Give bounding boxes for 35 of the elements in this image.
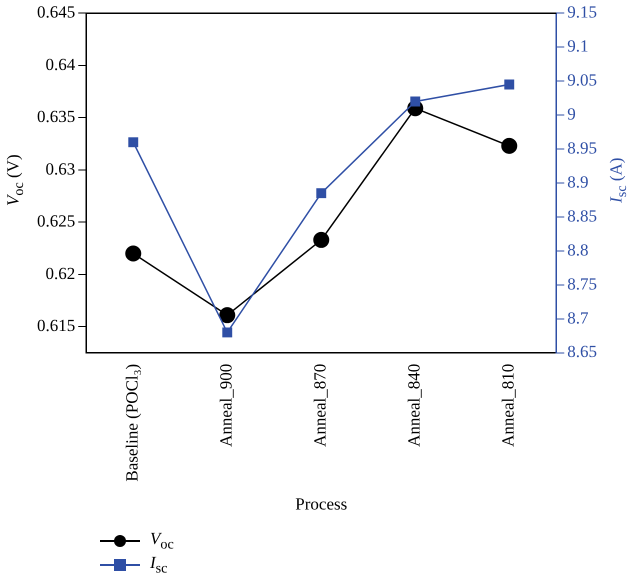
y2-tick-label: 8.7 [567, 308, 589, 328]
y-tick-label: 0.615 [37, 316, 76, 336]
point [501, 138, 518, 154]
y2-tick-label: 8.9 [567, 172, 588, 192]
y-tick-label: 0.635 [37, 107, 76, 126]
y2-tick-label: 8.95 [567, 138, 597, 158]
point [222, 327, 232, 338]
y-tick-label: 0.645 [37, 2, 76, 22]
y-tick-label: 0.63 [46, 159, 76, 178]
point [128, 137, 138, 148]
y2-tick-label: 9.1 [567, 36, 588, 56]
y2-tick-label: 9.05 [567, 70, 597, 90]
y-tick-label: 0.625 [37, 212, 76, 231]
y2-tick-label: 8.85 [567, 206, 597, 226]
x-tick-label: Anneal_870 [310, 364, 330, 447]
y2-tick-label: 8.8 [567, 240, 588, 260]
point [125, 246, 142, 262]
x-tick-label: Anneal_900 [216, 364, 236, 447]
legend-label: V$_{oc}$ [150, 528, 174, 552]
y2-tick-label: 8.75 [567, 274, 597, 294]
legend-label: I$_{sc}$ [150, 552, 168, 576]
x-tick-label: Anneal_810 [498, 364, 518, 447]
y2-tick-label: 9.15 [567, 2, 597, 22]
point [313, 232, 330, 248]
x-axis-title: Process [295, 494, 348, 514]
y2-tick-label: 8.65 [567, 342, 597, 362]
y-tick-label: 0.64 [46, 54, 76, 74]
point [504, 80, 514, 90]
y2-tick-label: 9 [567, 104, 576, 124]
point [410, 96, 420, 106]
point [219, 307, 236, 324]
y-tick-label: 0.62 [46, 264, 76, 283]
point [316, 188, 326, 198]
x-tick-label: Anneal_840 [404, 364, 424, 447]
x-tick-label: Baseline (POCl₃) [122, 364, 142, 482]
